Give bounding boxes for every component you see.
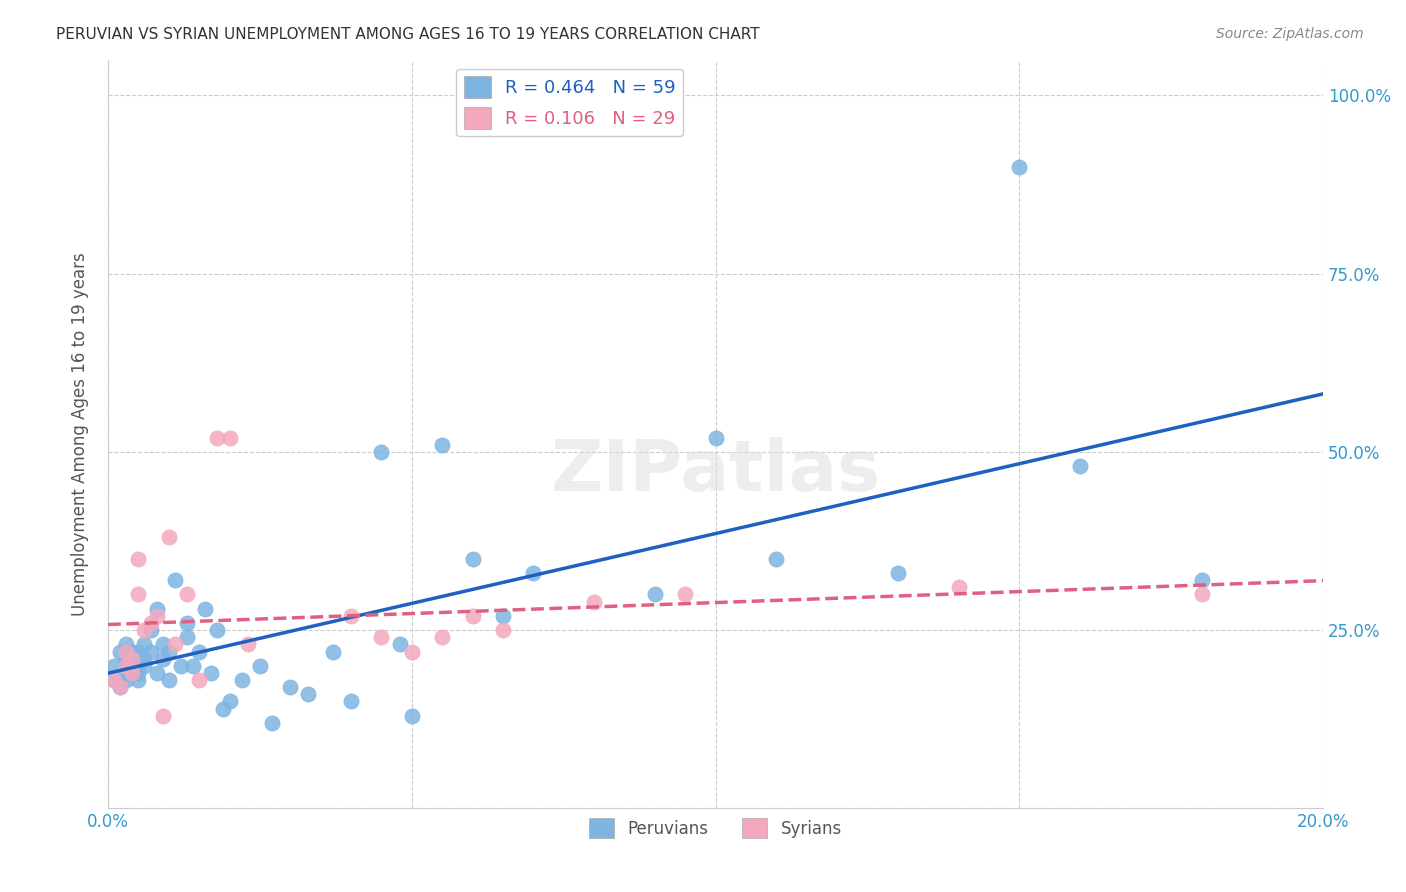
Point xyxy=(1069,459,1091,474)
Point xyxy=(163,637,186,651)
Point xyxy=(218,694,240,708)
Point xyxy=(157,644,180,658)
Point xyxy=(157,531,180,545)
Point xyxy=(139,615,162,630)
Point xyxy=(188,673,211,687)
Point xyxy=(127,587,149,601)
Point xyxy=(176,587,198,601)
Point xyxy=(103,658,125,673)
Point xyxy=(134,637,156,651)
Point xyxy=(1191,587,1213,601)
Point xyxy=(115,658,138,673)
Point xyxy=(207,431,229,445)
Point xyxy=(461,551,484,566)
Point xyxy=(297,687,319,701)
Point xyxy=(108,680,131,694)
Point xyxy=(704,431,727,445)
Point xyxy=(236,637,259,651)
Point xyxy=(121,644,143,658)
Point xyxy=(121,658,143,673)
Point xyxy=(673,587,696,601)
Point xyxy=(218,431,240,445)
Point xyxy=(322,644,344,658)
Point xyxy=(260,715,283,730)
Point xyxy=(115,651,138,665)
Point xyxy=(152,708,174,723)
Point xyxy=(370,445,392,459)
Point xyxy=(231,673,253,687)
Point xyxy=(103,673,125,687)
Point xyxy=(139,623,162,637)
Point xyxy=(207,623,229,637)
Point xyxy=(115,637,138,651)
Point xyxy=(145,665,167,680)
Point xyxy=(887,566,910,580)
Text: PERUVIAN VS SYRIAN UNEMPLOYMENT AMONG AGES 16 TO 19 YEARS CORRELATION CHART: PERUVIAN VS SYRIAN UNEMPLOYMENT AMONG AG… xyxy=(56,27,759,42)
Point xyxy=(121,665,143,680)
Point xyxy=(1191,573,1213,587)
Point xyxy=(583,594,606,608)
Point xyxy=(127,551,149,566)
Point xyxy=(370,630,392,644)
Point xyxy=(108,644,131,658)
Point xyxy=(152,637,174,651)
Point xyxy=(176,630,198,644)
Point xyxy=(170,658,193,673)
Point xyxy=(430,438,453,452)
Point xyxy=(522,566,544,580)
Point xyxy=(127,665,149,680)
Point xyxy=(340,608,363,623)
Point xyxy=(127,673,149,687)
Point xyxy=(145,601,167,615)
Point xyxy=(948,580,970,594)
Text: Source: ZipAtlas.com: Source: ZipAtlas.com xyxy=(1216,27,1364,41)
Point xyxy=(401,708,423,723)
Point xyxy=(139,644,162,658)
Point xyxy=(388,637,411,651)
Text: ZIPatlas: ZIPatlas xyxy=(551,437,880,506)
Point xyxy=(115,673,138,687)
Point xyxy=(194,601,217,615)
Point xyxy=(212,701,235,715)
Point xyxy=(644,587,666,601)
Point xyxy=(181,658,204,673)
Point xyxy=(115,665,138,680)
Point xyxy=(765,551,787,566)
Point xyxy=(278,680,301,694)
Point xyxy=(492,608,515,623)
Point xyxy=(127,644,149,658)
Point xyxy=(1008,160,1031,174)
Point xyxy=(134,658,156,673)
Point xyxy=(103,673,125,687)
Point xyxy=(134,623,156,637)
Point xyxy=(492,623,515,637)
Point xyxy=(200,665,222,680)
Point xyxy=(163,573,186,587)
Point xyxy=(145,608,167,623)
Point xyxy=(127,658,149,673)
Point xyxy=(430,630,453,644)
Point xyxy=(108,680,131,694)
Point xyxy=(115,644,138,658)
Point xyxy=(121,651,143,665)
Legend: Peruvians, Syrians: Peruvians, Syrians xyxy=(582,812,848,845)
Point xyxy=(152,651,174,665)
Point xyxy=(121,651,143,665)
Point xyxy=(461,608,484,623)
Point xyxy=(176,615,198,630)
Point xyxy=(157,673,180,687)
Point xyxy=(188,644,211,658)
Y-axis label: Unemployment Among Ages 16 to 19 years: Unemployment Among Ages 16 to 19 years xyxy=(72,252,89,615)
Point xyxy=(401,644,423,658)
Point xyxy=(121,665,143,680)
Point xyxy=(340,694,363,708)
Point xyxy=(249,658,271,673)
Point xyxy=(134,651,156,665)
